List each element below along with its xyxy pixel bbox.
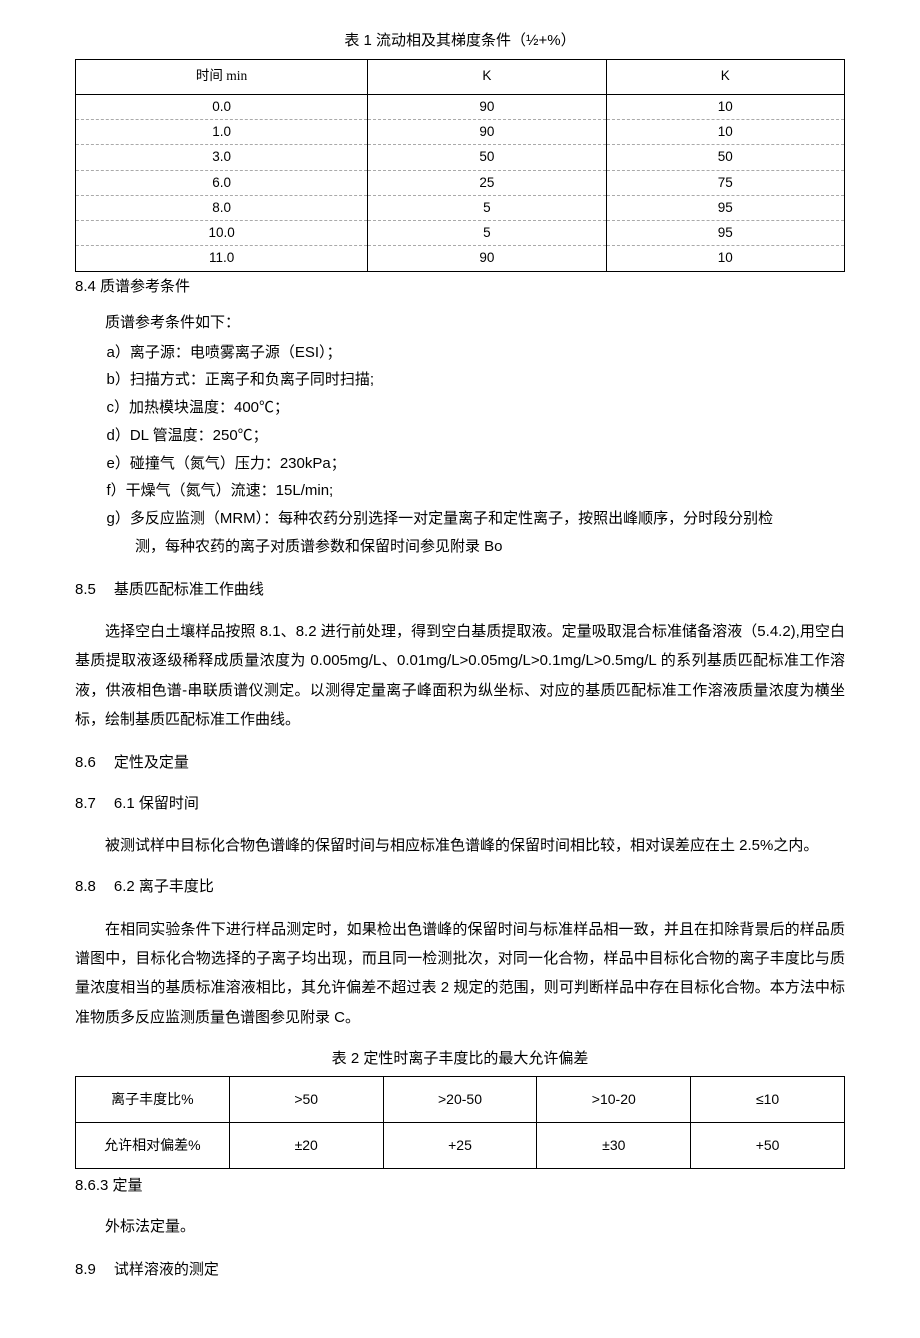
table-row: 6.02575 [76,170,845,195]
table-cell: >10-20 [537,1077,691,1123]
title-8-6: 定性及定量 [114,754,189,771]
table-cell: +50 [691,1123,845,1169]
table-cell: 离子丰度比% [76,1077,230,1123]
table-row: 10.0595 [76,221,845,246]
table1-h2: K [606,59,844,94]
table-row: 离子丰度比%>50>20-50>10-20≤10 [76,1077,845,1123]
table-cell: 5 [368,221,606,246]
table-cell: 允许相对偏差% [76,1123,230,1169]
table-cell: 10 [606,120,844,145]
table-cell: 10 [606,246,844,271]
table-row: 8.0595 [76,195,845,220]
table2: 离子丰度比%>50>20-50>10-20≤10允许相对偏差%±20+25±30… [75,1076,845,1169]
list-item: d）DL 管温度：250℃； [107,422,846,450]
subnum-8-8: 6.2 [114,878,135,895]
table-row: 3.05050 [76,145,845,170]
table-cell: 90 [368,120,606,145]
heading-8-6: 8.6 定性及定量 [75,752,845,775]
list-item: b）扫描方式：正离子和负离子同时扫描; [107,366,846,394]
title-8-8: 离子丰度比 [139,878,214,895]
heading-8-8: 8.8 6.2 离子丰度比 [75,876,845,899]
table-cell: +25 [383,1123,537,1169]
heading-8-4: 8.4 质谱参考条件 [75,276,845,299]
heading-8-5: 8.5 基质匹配标准工作曲线 [75,579,845,602]
table-cell: 11.0 [76,246,368,271]
list-item: f）干燥气（氮气）流速：15L/min; [107,477,846,505]
s84-intro: 质谱参考条件如下： [75,312,845,335]
table-cell: 50 [368,145,606,170]
s84-g-line2: 测，每种农药的离子对质谱参数和保留时间参见附录 Bo [107,533,846,561]
table-cell: ±20 [229,1123,383,1169]
heading-8-7: 8.7 6.1 保留时间 [75,793,845,816]
table-cell: 25 [368,170,606,195]
table-cell: 10 [606,94,844,119]
heading-8-9: 8.9 试样溶液的测定 [75,1259,845,1282]
subnum-8-7: 6.1 [114,795,135,812]
table-cell: 3.0 [76,145,368,170]
table-row: 0.09010 [76,94,845,119]
body-8-6-3: 外标法定量。 [75,1212,845,1241]
table-cell: 1.0 [76,120,368,145]
table2-caption: 表 2 定性时离子丰度比的最大允许偏差 [75,1048,845,1071]
table-cell: 75 [606,170,844,195]
num-8-9: 8.9 [75,1261,96,1278]
body-8-5: 选择空白土壤样品按照 8.1、8.2 进行前处理，得到空白基质提取液。定量吸取混… [75,617,845,734]
heading-8-6-3: 8.6.3 定量 [75,1175,845,1198]
table1-h0: 时间 min [76,59,368,94]
table-cell: 6.0 [76,170,368,195]
list-item: g）多反应监测（MRM）：每种农药分别选择一对定量离子和定性离子，按照出峰顺序，… [107,505,846,561]
table1: 时间 min K K 0.090101.090103.050506.025758… [75,59,845,272]
table-cell: 10.0 [76,221,368,246]
s84-list: a）离子源：电喷雾离子源（ESI）； b）扫描方式：正离子和负离子同时扫描; c… [75,339,845,561]
table-cell: >20-50 [383,1077,537,1123]
table-cell: ±30 [537,1123,691,1169]
table-cell: 90 [368,246,606,271]
list-item: c）加热模块温度：400℃； [107,394,846,422]
table-row: 11.09010 [76,246,845,271]
table-cell: >50 [229,1077,383,1123]
table1-header-row: 时间 min K K [76,59,845,94]
table-row: 1.09010 [76,120,845,145]
table-cell: 95 [606,195,844,220]
num-8-6: 8.6 [75,754,96,771]
title-8-5: 基质匹配标准工作曲线 [114,581,264,598]
title-8-7: 保留时间 [139,795,199,812]
body-8-8: 在相同实验条件下进行样品测定时，如果检出色谱峰的保留时间与标准样品相一致，并且在… [75,915,845,1032]
num-8-7: 8.7 [75,795,96,812]
num-8-8: 8.8 [75,878,96,895]
num-8-5: 8.5 [75,581,96,598]
table-cell: 8.0 [76,195,368,220]
table-cell: ≤10 [691,1077,845,1123]
list-item: a）离子源：电喷雾离子源（ESI）； [107,339,846,367]
title-8-9: 试样溶液的测定 [114,1261,219,1278]
table-cell: 90 [368,94,606,119]
table1-h1: K [368,59,606,94]
table-row: 允许相对偏差%±20+25±30+50 [76,1123,845,1169]
table-cell: 0.0 [76,94,368,119]
table1-caption: 表 1 流动相及其梯度条件（½+%） [75,30,845,53]
table-cell: 5 [368,195,606,220]
s84-g-line1: g）多反应监测（MRM）：每种农药分别选择一对定量离子和定性离子，按照出峰顺序，… [107,510,774,527]
body-8-7: 被测试样中目标化合物色谱峰的保留时间与相应标准色谱峰的保留时间相比较，相对误差应… [75,831,845,860]
table-cell: 95 [606,221,844,246]
list-item: e）碰撞气（氮气）压力：230kPa； [107,450,846,478]
table-cell: 50 [606,145,844,170]
